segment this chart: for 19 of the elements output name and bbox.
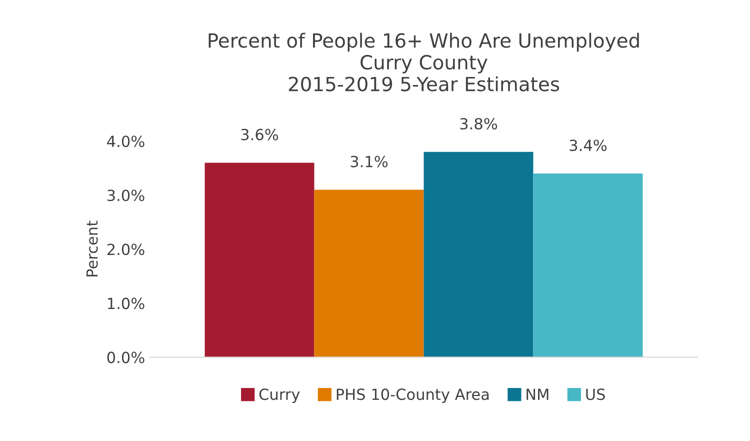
legend-label: NM bbox=[526, 388, 548, 400]
bar bbox=[314, 190, 424, 358]
y-tick-label: 2.0% bbox=[107, 244, 144, 256]
y-tick-label: 3.0% bbox=[107, 190, 144, 202]
y-axis-title: Percent bbox=[86, 220, 98, 276]
y-tick-label: 4.0% bbox=[107, 136, 144, 148]
data-label: 3.8% bbox=[460, 118, 498, 130]
bar bbox=[204, 162, 314, 358]
bar bbox=[533, 174, 643, 358]
y-tick-label: 0.0% bbox=[107, 352, 144, 364]
data-label: 3.1% bbox=[350, 156, 388, 168]
data-label: 3.4% bbox=[570, 140, 607, 152]
data-label: 3.6% bbox=[241, 128, 278, 140]
legend-label: US bbox=[586, 388, 605, 400]
bar bbox=[424, 152, 534, 358]
legend-label: PHS 10-County Area bbox=[336, 388, 489, 404]
legend-label: Curry bbox=[259, 388, 300, 404]
chart-title: Percent of People 16+ Who Are Unemployed Curry County 2015-2019 5-Year Estimates bbox=[208, 32, 639, 92]
y-tick-label: 1.0% bbox=[108, 298, 144, 310]
